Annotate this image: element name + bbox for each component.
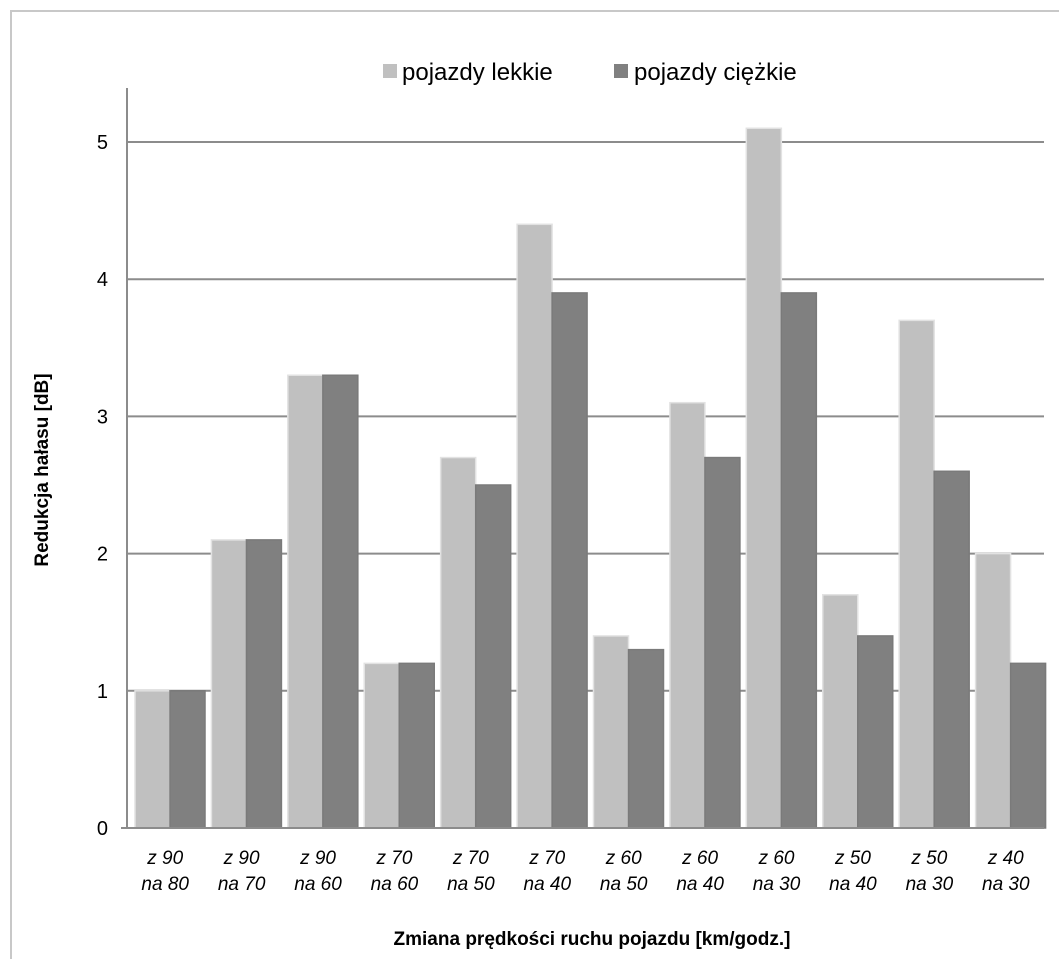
x-axis-title: Zmiana prędkości ruchu pojazdu [km/godz.… bbox=[394, 929, 791, 950]
bar-pojazdy-ciezkie bbox=[857, 635, 894, 829]
x-tick-label: na 70 bbox=[218, 874, 266, 895]
bar-pojazdy-ciezkie bbox=[780, 292, 818, 829]
legend-swatch-pojazdy-ciezkie bbox=[614, 64, 628, 78]
x-tick-label: z 70 bbox=[375, 848, 412, 869]
x-tick-labels: z 90 na 80 z 90 na 70 z 90 na 60 z 70 na 60 z 70… bbox=[141, 848, 1030, 895]
y-tick-label: 5 bbox=[97, 132, 108, 154]
x-tick-label: z 40 bbox=[987, 848, 1024, 869]
x-tick-label: z 90 bbox=[299, 848, 336, 869]
bar-pojazdy-ciezkie bbox=[474, 484, 512, 829]
legend-label-pojazdy-lekkie: pojazdy lekkie bbox=[402, 59, 553, 86]
legend: pojazdy lekkie pojazdy ciężkie bbox=[383, 59, 797, 86]
x-tick-label: na 60 bbox=[294, 874, 342, 895]
x-tick-label: na 30 bbox=[753, 874, 801, 895]
bar-pojazdy-lekkie bbox=[745, 127, 783, 829]
bar-pojazdy-ciezkie bbox=[551, 292, 588, 829]
bar-pojazdy-lekkie bbox=[439, 456, 477, 829]
x-tick-label: z 70 bbox=[452, 848, 489, 869]
bar-pojazdy-ciezkie bbox=[1009, 662, 1047, 829]
bar-pojazdy-lekkie bbox=[516, 223, 553, 829]
x-tick-label: na 40 bbox=[524, 874, 572, 895]
legend-label-pojazdy-ciezkie: pojazdy ciężkie bbox=[634, 59, 797, 86]
bar-pojazdy-lekkie bbox=[974, 552, 1012, 829]
bar-pojazdy-ciezkie bbox=[322, 374, 359, 829]
bar-pojazdy-lekkie bbox=[592, 635, 630, 829]
bar-pojazdy-ciezkie bbox=[245, 539, 283, 829]
y-axis-title: Redukcja hałasu [dB] bbox=[32, 373, 53, 566]
y-tick-label: 4 bbox=[97, 269, 108, 291]
bar-pojazdy-lekkie bbox=[210, 539, 248, 829]
x-tick-label: na 50 bbox=[447, 874, 495, 895]
x-tick-label: na 40 bbox=[829, 874, 877, 895]
x-tick-label: z 50 bbox=[910, 848, 947, 869]
bar-pojazdy-ciezkie bbox=[627, 648, 665, 829]
bar-pojazdy-lekkie bbox=[134, 690, 171, 829]
legend-swatch-pojazdy-lekkie bbox=[383, 64, 397, 78]
bar-pojazdy-lekkie bbox=[363, 662, 400, 829]
x-tick-label: z 70 bbox=[528, 848, 565, 869]
bars bbox=[134, 127, 1047, 829]
y-tick-label: 2 bbox=[97, 544, 108, 566]
bar-pojazdy-ciezkie bbox=[398, 662, 435, 829]
x-tick-label: na 40 bbox=[676, 874, 724, 895]
x-tick-label: na 30 bbox=[982, 874, 1030, 895]
bar-pojazdy-lekkie bbox=[898, 319, 935, 829]
bar-pojazdy-lekkie bbox=[669, 401, 706, 829]
x-tick-label: z 50 bbox=[834, 848, 871, 869]
bar-pojazdy-lekkie bbox=[822, 594, 859, 829]
bar-pojazdy-ciezkie bbox=[933, 470, 970, 829]
axes bbox=[121, 88, 1044, 829]
x-tick-label: z 60 bbox=[758, 848, 795, 869]
bar-pojazdy-ciezkie bbox=[704, 456, 741, 829]
y-tick-label: 0 bbox=[97, 818, 108, 840]
chart-frame bbox=[10, 10, 1059, 959]
x-tick-label: z 90 bbox=[146, 848, 183, 869]
x-tick-label: z 60 bbox=[681, 848, 718, 869]
bar-pojazdy-lekkie bbox=[287, 374, 324, 829]
y-tick-labels: 0 1 2 3 4 5 bbox=[97, 132, 108, 840]
bar-pojazdy-ciezkie bbox=[169, 690, 206, 829]
x-tick-label: z 60 bbox=[605, 848, 642, 869]
x-tick-label: na 50 bbox=[600, 874, 648, 895]
x-tick-label: na 30 bbox=[906, 874, 954, 895]
y-tick-label: 3 bbox=[97, 406, 108, 428]
x-tick-label: na 60 bbox=[371, 874, 419, 895]
x-tick-label: z 90 bbox=[223, 848, 260, 869]
x-tick-label: na 80 bbox=[141, 874, 189, 895]
y-tick-label: 1 bbox=[97, 681, 108, 703]
